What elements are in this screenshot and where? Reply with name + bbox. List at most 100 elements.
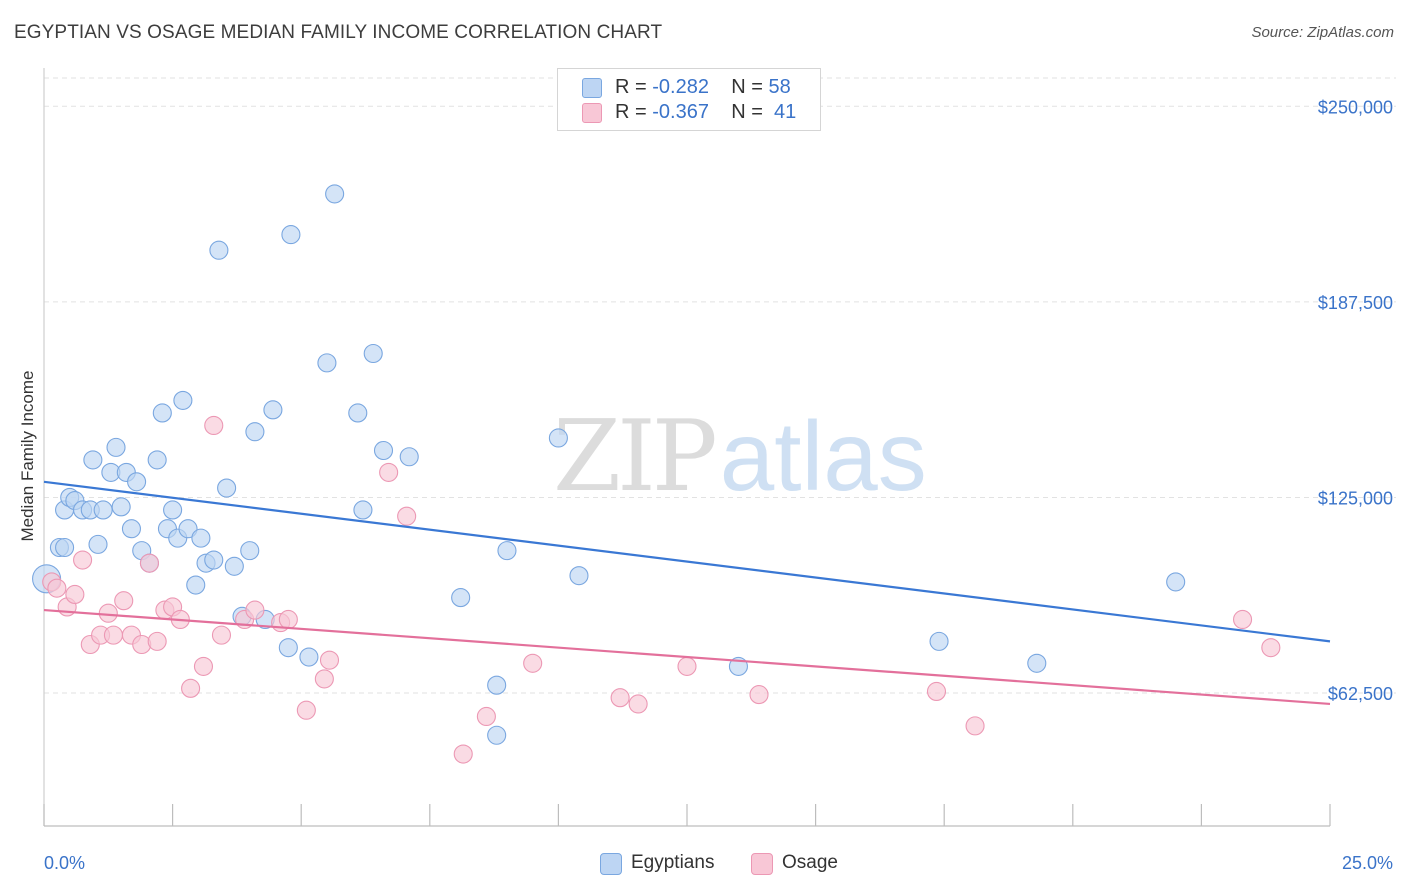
egyptians-point xyxy=(299,647,319,667)
watermark-zip: ZIP xyxy=(553,400,718,514)
egyptians-point xyxy=(111,497,131,517)
egyptians-point xyxy=(497,541,517,561)
osage-point xyxy=(211,625,232,645)
osage-point xyxy=(610,688,630,708)
x-tick-label: 0.0% xyxy=(44,853,85,873)
egyptians-point xyxy=(569,566,589,586)
egyptians-point xyxy=(487,725,507,745)
osage-point xyxy=(204,415,224,436)
osage-point xyxy=(1233,609,1253,630)
bottom-legend-label-egyptians: Egyptians xyxy=(631,852,715,873)
osage-point xyxy=(314,669,334,689)
egyptians-point xyxy=(204,550,224,570)
egyptians-point xyxy=(373,440,394,461)
osage-point xyxy=(114,591,134,611)
osage-point xyxy=(278,609,298,630)
osage-point xyxy=(193,656,214,676)
egyptians-point xyxy=(281,225,301,245)
osage-point xyxy=(65,584,85,604)
osage-point xyxy=(677,656,697,676)
y-tick-label: $250,000 xyxy=(1318,97,1393,117)
legend-swatch-osage xyxy=(582,103,602,123)
correlation-legend: R = -0.282 N = 58 R = -0.367 N = 41 xyxy=(557,68,821,131)
egyptians-point xyxy=(245,422,265,442)
egyptians-point xyxy=(325,184,345,204)
legend-r-value: -0.282 xyxy=(652,76,709,98)
osage-trend-line xyxy=(43,608,1331,706)
x-tick-label: 25.0% xyxy=(1342,853,1393,873)
osage-point xyxy=(397,506,417,526)
egyptians-point xyxy=(363,343,383,364)
egyptians-point xyxy=(353,500,373,520)
egyptians-point xyxy=(217,478,237,498)
egyptians-point xyxy=(317,353,337,373)
osage-point xyxy=(181,678,201,698)
osage-point xyxy=(628,694,648,714)
osage-point xyxy=(147,631,167,651)
legend-n-value: 41 xyxy=(774,101,797,123)
egyptians-point xyxy=(88,534,108,554)
y-tick-label: $62,500 xyxy=(1328,684,1393,704)
egyptians-point xyxy=(240,541,260,561)
legend-n-label: N = xyxy=(731,76,769,98)
egyptians-point xyxy=(186,575,206,595)
egyptians-point xyxy=(209,240,229,260)
legend-r-label: R = xyxy=(615,76,653,98)
egyptians-point xyxy=(106,437,126,457)
egyptians-point xyxy=(191,528,211,548)
osage-point xyxy=(103,625,123,645)
osage-point xyxy=(379,462,399,482)
osage-point xyxy=(47,578,67,598)
egyptians-point xyxy=(487,675,507,695)
legend-n-label: N = xyxy=(731,101,769,123)
osage-point xyxy=(296,700,316,720)
egyptians-point xyxy=(1027,653,1047,673)
egyptians-point xyxy=(152,403,172,423)
bottom-legend-swatch-egyptians xyxy=(600,853,622,875)
osage-point xyxy=(476,706,496,727)
osage-point xyxy=(926,681,947,701)
source-label: Source: ZipAtlas.com xyxy=(1251,24,1394,41)
egyptians-trend-line xyxy=(43,480,1331,643)
egyptians-point xyxy=(451,588,471,608)
egyptians-point xyxy=(278,638,298,658)
legend-swatch-egyptians xyxy=(582,78,602,98)
legend-r-label: R = xyxy=(615,101,653,123)
egyptians-point xyxy=(55,537,75,558)
osage-point xyxy=(73,550,93,570)
osage-point xyxy=(139,553,160,573)
osage-point xyxy=(245,600,265,620)
egyptians-point xyxy=(224,556,244,576)
egyptians-point xyxy=(163,500,183,520)
egyptians-point xyxy=(548,428,568,448)
egyptians-point xyxy=(929,631,949,651)
egyptians-point xyxy=(93,500,113,520)
legend-n-value: 58 xyxy=(768,76,791,98)
y-tick-label: $125,000 xyxy=(1318,488,1393,508)
egyptians-point xyxy=(173,390,193,410)
egyptians-point xyxy=(348,403,368,423)
egyptians-point xyxy=(399,447,419,467)
legend-r-value: -0.367 xyxy=(652,101,709,123)
osage-point xyxy=(965,716,985,736)
egyptians-point xyxy=(83,450,103,470)
egyptians-point xyxy=(178,519,198,539)
chart-title: EGYPTIAN VS OSAGE MEDIAN FAMILY INCOME C… xyxy=(14,22,663,43)
watermark-atlas: atlas xyxy=(719,401,927,511)
egyptians-point xyxy=(1166,572,1186,592)
osage-point xyxy=(1261,638,1281,658)
osage-point xyxy=(523,653,543,673)
osage-point xyxy=(319,650,340,670)
y-tick-label: $187,500 xyxy=(1318,293,1393,313)
osage-point xyxy=(749,685,769,705)
watermark: ZIPatlas xyxy=(553,400,927,514)
egyptians-point xyxy=(121,519,141,539)
osage-point xyxy=(453,744,473,764)
y-axis-label: Median Family Income xyxy=(18,370,37,542)
egyptians-point xyxy=(147,450,167,470)
bottom-legend-swatch-osage xyxy=(751,853,773,875)
egyptians-point xyxy=(263,400,283,420)
egyptians-point xyxy=(127,472,147,492)
bottom-legend-label-osage: Osage xyxy=(782,852,838,873)
